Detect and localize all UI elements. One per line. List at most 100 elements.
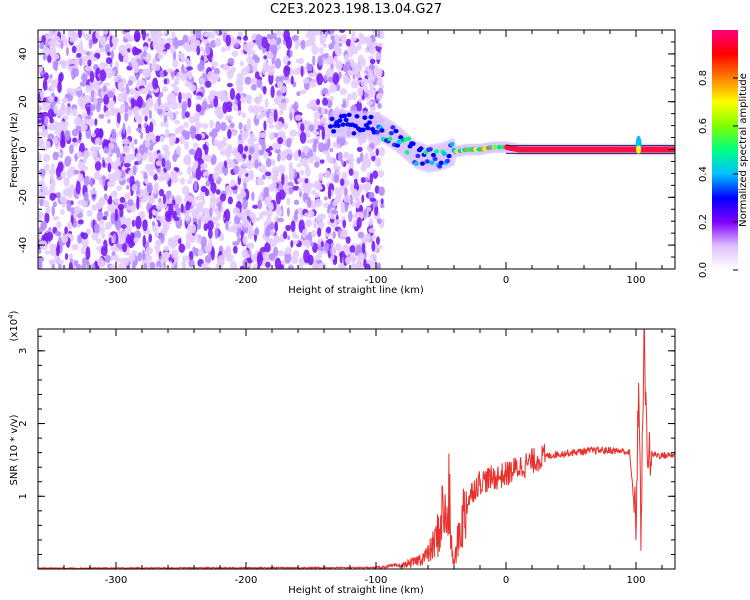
heatmap-noise-cell <box>123 163 131 168</box>
heatmap-noise-cell <box>103 94 110 105</box>
heatmap-noise-cell <box>170 101 179 110</box>
heatmap-noise-cell <box>312 55 316 66</box>
heatmap-noise-cell <box>214 37 222 47</box>
heatmap-noise-cell <box>169 45 176 54</box>
heatmap-noise-cell <box>245 64 251 73</box>
heatmap-noise-cell <box>245 159 253 170</box>
heatmap-noise-cell <box>373 200 378 207</box>
heatmap-noise-cell <box>335 242 341 252</box>
heatmap-noise-cell <box>200 162 208 170</box>
heatmap-noise-cell <box>267 67 275 76</box>
heatmap-noise-cell <box>189 125 196 136</box>
heatmap-noise-cell <box>252 66 258 72</box>
heatmap-noise-cell <box>185 44 193 53</box>
heatmap-noise-cell <box>141 106 149 117</box>
heatmap-noise-cell <box>227 143 233 154</box>
heatmap-noise-cell <box>214 216 220 222</box>
heatmap-noise-cell <box>242 153 247 159</box>
heatmap-noise-cell <box>131 46 138 56</box>
heatmap-noise-cell <box>56 192 62 198</box>
heatmap-noise-cell <box>60 209 65 215</box>
heatmap-noise-cell <box>160 121 165 127</box>
heatmap-noise-cell <box>125 217 132 227</box>
track-core-cell <box>427 147 433 152</box>
heatmap-noise-cell <box>113 233 117 242</box>
heatmap-noise-cell <box>114 208 119 222</box>
snr-panel: -300 -200 -100 0 100 1 2 3 Height of straight … <box>7 310 676 596</box>
heatmap-noise-cell <box>268 112 274 119</box>
heatmap-noise-cell <box>366 43 371 48</box>
heatmap-noise-cell <box>263 186 270 195</box>
heatmap-noise-cell <box>274 257 282 269</box>
heatmap-noise-cell <box>164 150 171 157</box>
heatmap-signal-track <box>327 108 675 174</box>
heatmap-noise-cell <box>127 125 132 135</box>
track-core-cell <box>379 128 385 133</box>
heatmap-noise-cell <box>129 141 135 149</box>
track-core-cell <box>337 118 343 123</box>
heatmap-noise-cell <box>306 182 315 189</box>
snr-plot-frame <box>37 328 676 570</box>
heatmap-noise-cell <box>104 67 113 73</box>
heatmap-noise-cell <box>93 79 101 85</box>
heatmap-noise-cell <box>294 42 299 50</box>
heatmap-noise-cell <box>271 44 278 56</box>
heatmap-noise-cell <box>274 57 282 69</box>
track-core-cell <box>432 156 438 162</box>
heatmap-noise-cell <box>162 222 170 228</box>
heatmap-noise-cell <box>107 51 111 56</box>
heatmap-noise-cell <box>298 57 304 65</box>
heatmap-noise-cell <box>289 129 298 137</box>
heatmap-noise-cell <box>166 37 173 44</box>
track-core-cell <box>415 153 421 159</box>
heatmap-noise-cell <box>236 72 245 83</box>
heatmap-noise-cell <box>339 252 343 264</box>
heatmap-noise-cell <box>187 195 194 203</box>
heatmap-noise-cell <box>257 199 263 210</box>
heatmap-noise-cell <box>222 137 228 142</box>
x-tick-label: -100 <box>365 275 388 286</box>
heatmap-noise-cell <box>200 236 207 247</box>
heatmap-noise-cell <box>270 38 277 46</box>
heatmap-noise-cell <box>261 210 268 216</box>
heatmap-noise-cell <box>279 264 285 269</box>
heatmap-noise-cell <box>266 215 272 226</box>
heatmap-noise-cell <box>220 121 227 132</box>
heatmap-noise-cell <box>328 96 335 101</box>
heatmap-noise-cell <box>290 255 298 265</box>
heatmap-noise-cell <box>151 220 156 227</box>
heatmap-noise-cell <box>225 221 229 231</box>
heatmap-noise-cell <box>95 169 100 177</box>
heatmap-noise-cell <box>298 264 303 269</box>
heatmap-noise-cell <box>320 37 326 42</box>
heatmap-noise-cell <box>366 206 372 212</box>
heatmap-noise-cell <box>351 91 357 101</box>
snr-series-line <box>38 329 675 569</box>
heatmap-noise-cell <box>343 76 351 85</box>
heatmap-noise-cell <box>320 116 327 124</box>
heatmap-noise-cell <box>277 130 286 137</box>
snr-y-axis-label: SNR (10 * v/v) <box>9 414 20 485</box>
track-core-cell <box>342 113 348 119</box>
heatmap-noise-cell <box>76 151 84 159</box>
heatmap-noise-cell <box>377 262 381 269</box>
heatmap-noise-cell <box>375 148 379 156</box>
heatmap-noise-cell <box>290 75 294 85</box>
heatmap-noise-cell <box>135 152 142 161</box>
heatmap-noise-cell <box>261 174 266 180</box>
heatmap-noise-cell <box>87 118 95 127</box>
heatmap-noise-cell <box>162 193 167 205</box>
heatmap-noise-cell <box>202 72 206 79</box>
heatmap-noise-cell <box>254 143 260 152</box>
heatmap-noise-cell <box>38 226 44 234</box>
heatmap-noise-cell <box>166 93 173 104</box>
heatmap-noise-cell <box>256 180 265 186</box>
heatmap-noise-cell <box>268 124 275 129</box>
heatmap-noise-cell <box>95 30 101 39</box>
heatmap-noise-cell <box>251 49 256 56</box>
heatmap-noise-cell <box>264 98 269 109</box>
heatmap-noise-cell <box>81 73 88 83</box>
track-core-cell <box>328 124 333 129</box>
track-core-cell <box>368 114 374 120</box>
heatmap-noise-cell <box>181 260 187 269</box>
